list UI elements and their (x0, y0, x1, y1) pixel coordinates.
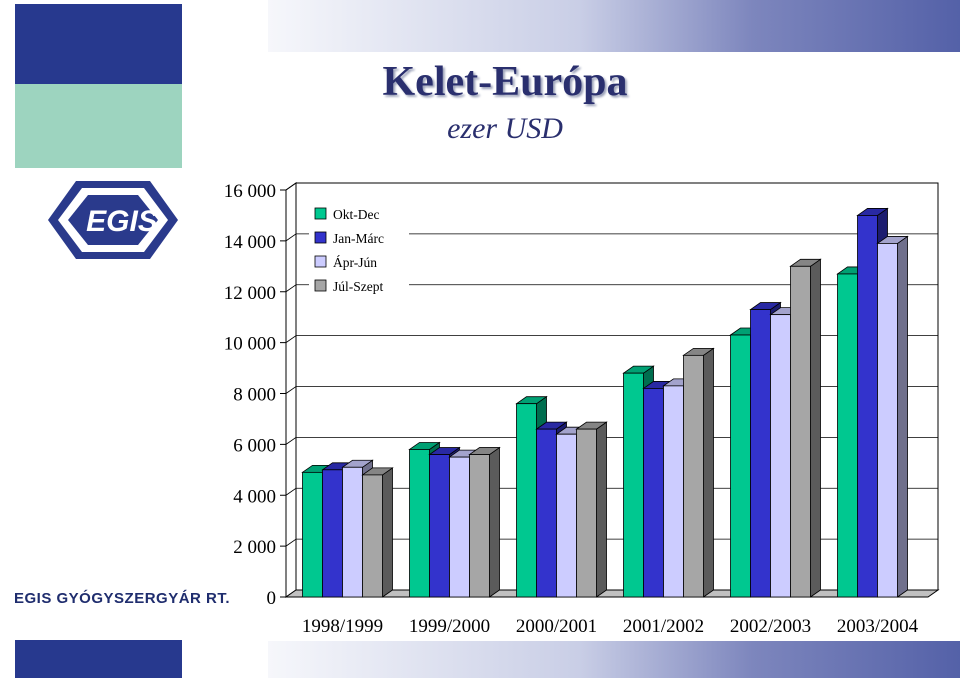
gridline (285, 233, 938, 242)
gridline (285, 436, 938, 445)
bar-front (877, 243, 898, 598)
bar-front (730, 334, 751, 598)
bar-front (790, 265, 811, 598)
legend-swatch (314, 279, 327, 292)
bar-Júl-Szept-2002/2003 (789, 258, 822, 598)
x-tick-label: 2001/2002 (623, 616, 704, 637)
legend-label: Jan-Márc (333, 231, 384, 246)
top-left-teal-band (15, 84, 182, 168)
x-tick-label: 2002/2003 (730, 616, 811, 637)
bar-side (382, 467, 393, 598)
y-tick-label: 12 000 (224, 283, 276, 304)
legend-label: Ápr-Jún (333, 255, 377, 270)
legend-label: Júl-Szept (333, 279, 383, 294)
bar-front (362, 474, 383, 598)
legend-swatch (314, 207, 327, 220)
bar-front (536, 428, 557, 598)
x-tick-label: 2000/2001 (516, 616, 597, 637)
bar-side (596, 421, 607, 598)
bar-front (409, 449, 430, 598)
bar-side (810, 258, 821, 598)
y-tick-label: 0 (267, 588, 277, 609)
bar-front (683, 354, 704, 598)
bar-front (342, 466, 363, 598)
bar-front (857, 215, 878, 598)
bar-side (897, 235, 908, 598)
bar-front (643, 388, 664, 598)
bar-Júl-Szept-2000/2001 (575, 421, 608, 598)
gridline (285, 182, 938, 191)
bar-Júl-Szept-2001/2002 (682, 347, 715, 598)
y-tick-label: 10 000 (224, 334, 276, 355)
bar-front (302, 471, 323, 598)
y-tick-label: 16 000 (224, 181, 276, 202)
logo-wordmark: EGIS (86, 205, 158, 238)
bar-front (449, 456, 470, 598)
bar-front (556, 433, 577, 598)
bar-front (429, 454, 450, 598)
x-tick-label: 2003/2004 (837, 616, 919, 637)
bar-front (516, 403, 537, 598)
page-title: Kelet-Európa (382, 59, 628, 105)
y-tick-label: 6 000 (233, 435, 276, 456)
y-tick-label: 8 000 (233, 385, 276, 406)
gridline (285, 538, 938, 547)
bar-front (837, 273, 858, 598)
top-right-band (268, 0, 960, 52)
bottom-right-band (268, 641, 960, 678)
y-tick-label: 4 000 (233, 486, 276, 507)
bottom-left-navy-band (15, 640, 182, 678)
bar-front (469, 454, 490, 598)
bar-front (623, 372, 644, 598)
gridline (285, 487, 938, 496)
top-left-navy-band (15, 4, 182, 84)
bar-side (489, 446, 500, 598)
legend-swatch (314, 231, 327, 244)
bar-Júl-Szept-1999/2000 (468, 446, 501, 598)
x-tick-label: 1998/1999 (302, 616, 383, 637)
gridline (285, 386, 938, 394)
bar-front (750, 309, 771, 598)
bar-front (770, 314, 791, 598)
x-tick-label: 1999/2000 (409, 616, 490, 637)
y-tick-label: 2 000 (233, 537, 276, 558)
gridline (285, 335, 938, 343)
bar-side (703, 347, 714, 598)
egis-logo: EGIS (48, 181, 178, 259)
legend-label: Okt-Dec (333, 207, 379, 222)
bar-front (322, 469, 343, 598)
company-name: EGIS GYÓGYSZERGYÁR RT. (14, 590, 231, 607)
bar-Ápr-Jún-2003/2004 (876, 235, 909, 598)
gridline (285, 284, 938, 293)
bar-Júl-Szept-1998/1999 (361, 467, 394, 598)
bar-front (663, 385, 684, 598)
page-subtitle: ezer USD (447, 112, 563, 145)
bar-front (576, 428, 597, 598)
legend-swatch (314, 255, 327, 268)
y-tick-label: 14 000 (224, 232, 276, 253)
